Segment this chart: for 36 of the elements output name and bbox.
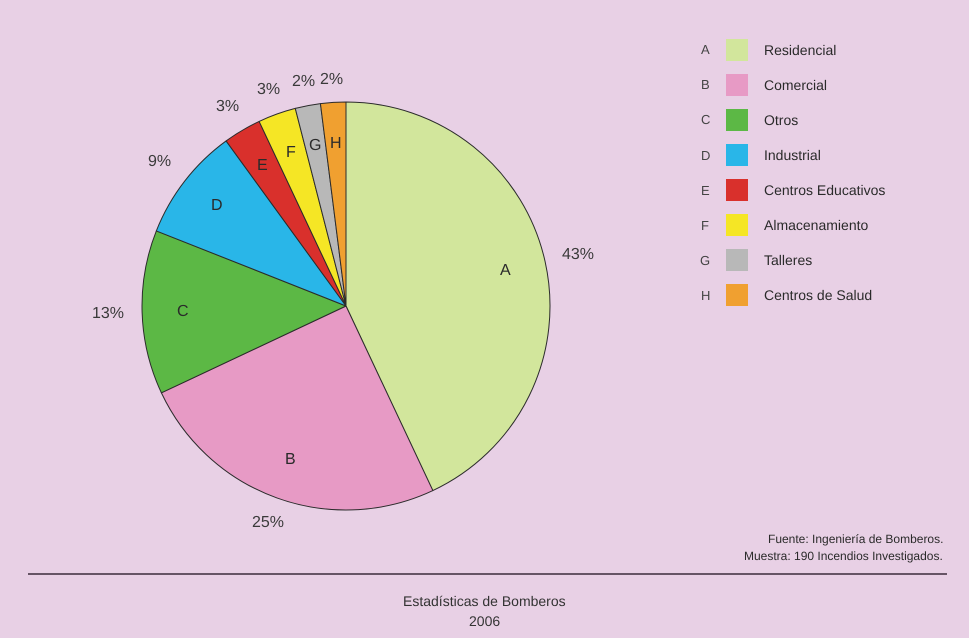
data-label: 2% — [320, 71, 344, 88]
legend-label: Almacenamiento — [764, 217, 868, 233]
text: H — [701, 288, 710, 303]
text: F — [701, 218, 709, 233]
text: C — [177, 303, 189, 320]
text: Estadísticas de Bomberos — [403, 593, 566, 609]
text: Muestra: 190 Incendios Investigados. — [744, 549, 943, 563]
text: A — [701, 42, 710, 57]
text: A — [500, 262, 511, 279]
text: D — [701, 148, 710, 163]
legend-label: Comercial — [764, 77, 828, 93]
source-note: Fuente: Ingeniería de Bomberos. — [768, 532, 944, 546]
data-label: 43% — [562, 246, 594, 263]
text: D — [211, 197, 223, 214]
text: F — [286, 144, 296, 161]
text: 2006 — [469, 613, 500, 629]
text: H — [330, 135, 342, 152]
text: B — [285, 451, 296, 468]
text: B — [701, 77, 710, 92]
legend-label: Centros de Salud — [764, 287, 872, 303]
text: G — [309, 137, 322, 154]
text: E — [257, 157, 268, 174]
text: C — [701, 112, 710, 127]
legend-label: Talleres — [764, 252, 812, 268]
text: E — [701, 183, 710, 198]
legend-label: Otros — [764, 112, 798, 128]
text: G — [700, 253, 710, 268]
data-label: 13% — [92, 305, 124, 322]
data-label: 3% — [216, 98, 240, 115]
data-label: 3% — [257, 81, 280, 98]
data-label: 25% — [252, 514, 284, 531]
data-label: 9% — [148, 153, 172, 170]
legend-label: Residencial — [764, 42, 836, 58]
legend-label: Centros Educativos — [764, 182, 886, 198]
legend-label: Industrial — [764, 147, 821, 163]
data-label: 2% — [292, 73, 316, 90]
